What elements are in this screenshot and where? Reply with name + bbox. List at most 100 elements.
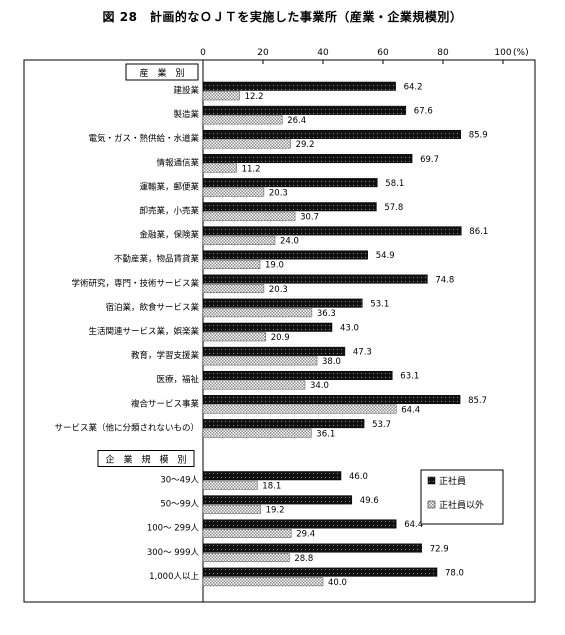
- data-label: 34.0: [310, 381, 329, 391]
- data-label: 64.2: [404, 83, 423, 93]
- data-label: 53.7: [372, 420, 391, 430]
- bar-regular-employee: [202, 543, 422, 553]
- category-label: サービス業（他に分類されないもの）: [54, 422, 199, 433]
- data-label: 43.0: [340, 324, 359, 334]
- bar-non-regular-employee: [202, 235, 276, 245]
- data-label: 46.0: [349, 472, 368, 482]
- legend-swatch: [427, 500, 436, 509]
- x-tick-label: 40: [317, 48, 329, 58]
- data-label: 20.3: [269, 285, 288, 295]
- data-label: 67.6: [414, 107, 433, 117]
- category-label: 不動産業，物品賃貸業: [114, 254, 200, 265]
- x-tick-label: 60: [377, 48, 389, 58]
- bar-non-regular-employee: [202, 91, 240, 101]
- data-label: 20.9: [271, 333, 290, 343]
- data-label: 49.6: [360, 496, 379, 506]
- bar-non-regular-employee: [202, 332, 266, 342]
- group-header-box: [125, 63, 199, 81]
- bar-regular-employee: [202, 81, 396, 91]
- category-label: 金融業，保険業: [139, 230, 199, 241]
- category-label: 100～ 299人: [147, 524, 200, 534]
- bar-non-regular-employee: [202, 259, 261, 269]
- bar-non-regular-employee: [202, 404, 397, 414]
- category-label: 宿泊業，飲食サービス業: [105, 302, 199, 313]
- data-label: 53.1: [370, 299, 389, 309]
- bar-non-regular-employee: [202, 356, 318, 366]
- x-tick-label: 80: [437, 48, 449, 58]
- data-label: 64.4: [404, 520, 423, 530]
- bar-regular-employee: [202, 226, 462, 236]
- bar-regular-employee: [202, 567, 438, 577]
- data-label: 74.8: [435, 275, 454, 285]
- bar-regular-employee: [202, 419, 365, 429]
- bar-non-regular-employee: [202, 284, 265, 294]
- category-label: 医療，福祉: [156, 374, 199, 385]
- bar-regular-employee: [202, 395, 461, 405]
- bar-non-regular-employee: [202, 577, 324, 587]
- outer-frame: [23, 59, 536, 603]
- x-tick-label: 100: [494, 48, 511, 58]
- bar-regular-employee: [202, 519, 397, 529]
- data-label: 69.7: [420, 155, 439, 165]
- data-label: 20.3: [269, 188, 288, 198]
- data-label: 86.1: [469, 227, 488, 237]
- data-label: 40.0: [328, 578, 347, 588]
- data-label: 58.1: [385, 179, 404, 189]
- data-label: 29.4: [296, 530, 315, 540]
- bar-non-regular-employee: [202, 553, 290, 563]
- legend-label: 正社員以外: [439, 499, 484, 511]
- data-label: 36.3: [317, 309, 336, 319]
- bar-non-regular-employee: [202, 163, 237, 173]
- bar-regular-employee: [202, 471, 342, 481]
- data-label: 57.8: [384, 203, 403, 213]
- data-label: 11.2: [242, 164, 261, 174]
- data-label: 72.9: [430, 544, 449, 554]
- legend-swatch: [427, 476, 436, 485]
- bar-non-regular-employee: [202, 528, 292, 538]
- category-label: 製造業: [173, 109, 199, 120]
- bar-regular-employee: [202, 202, 377, 212]
- group-header-box: [97, 450, 195, 467]
- data-label: 26.4: [287, 116, 306, 126]
- data-label: 85.9: [469, 131, 488, 141]
- bar-regular-employee: [202, 129, 461, 139]
- group-header-label: 産 業 別: [139, 67, 184, 79]
- x-axis-unit: (%): [513, 48, 529, 58]
- bar-non-regular-employee: [202, 428, 312, 438]
- bar-regular-employee: [202, 154, 413, 164]
- bar-non-regular-employee: [202, 139, 291, 149]
- chart-title: 図 28 計画的なＯＪＴを実施した事業所（産業・企業規模別）: [102, 10, 463, 24]
- category-label: 運輸業，郵便業: [139, 181, 199, 192]
- bar-non-regular-employee: [202, 187, 265, 197]
- category-label: 1,000人以上: [149, 572, 199, 582]
- bar-regular-employee: [202, 370, 393, 380]
- bar-non-regular-employee: [202, 480, 258, 490]
- x-tick-label: 0: [200, 48, 206, 58]
- data-label: 30.7: [300, 213, 319, 223]
- bar-non-regular-employee: [202, 504, 261, 514]
- category-label: 30～49人: [160, 476, 199, 486]
- bar-non-regular-employee: [202, 211, 296, 221]
- data-label: 36.1: [316, 429, 335, 439]
- legend-label: 正社員: [439, 475, 466, 487]
- data-label: 28.8: [294, 554, 313, 564]
- data-label: 85.7: [468, 396, 487, 406]
- data-label: 63.1: [400, 372, 419, 382]
- bar-non-regular-employee: [202, 380, 306, 390]
- group-header-label: 企 業 規 模 別: [105, 454, 186, 466]
- category-label: 建設業: [173, 85, 199, 96]
- category-label: 情報通信業: [156, 157, 199, 168]
- bar-regular-employee: [202, 322, 333, 332]
- category-label: 教育，学習支援業: [131, 350, 200, 361]
- bar-non-regular-employee: [202, 308, 313, 318]
- data-label: 29.2: [296, 140, 315, 150]
- bar-regular-employee: [202, 346, 346, 356]
- data-label: 19.0: [265, 261, 284, 271]
- data-label: 19.2: [266, 506, 285, 516]
- category-label: 生活関連サービス業，娯楽業: [88, 326, 199, 337]
- bar-non-regular-employee: [202, 115, 283, 125]
- data-label: 78.0: [445, 568, 464, 578]
- data-label: 12.2: [245, 92, 264, 102]
- category-label: 電気・ガス・熱供給・水道業: [88, 133, 199, 144]
